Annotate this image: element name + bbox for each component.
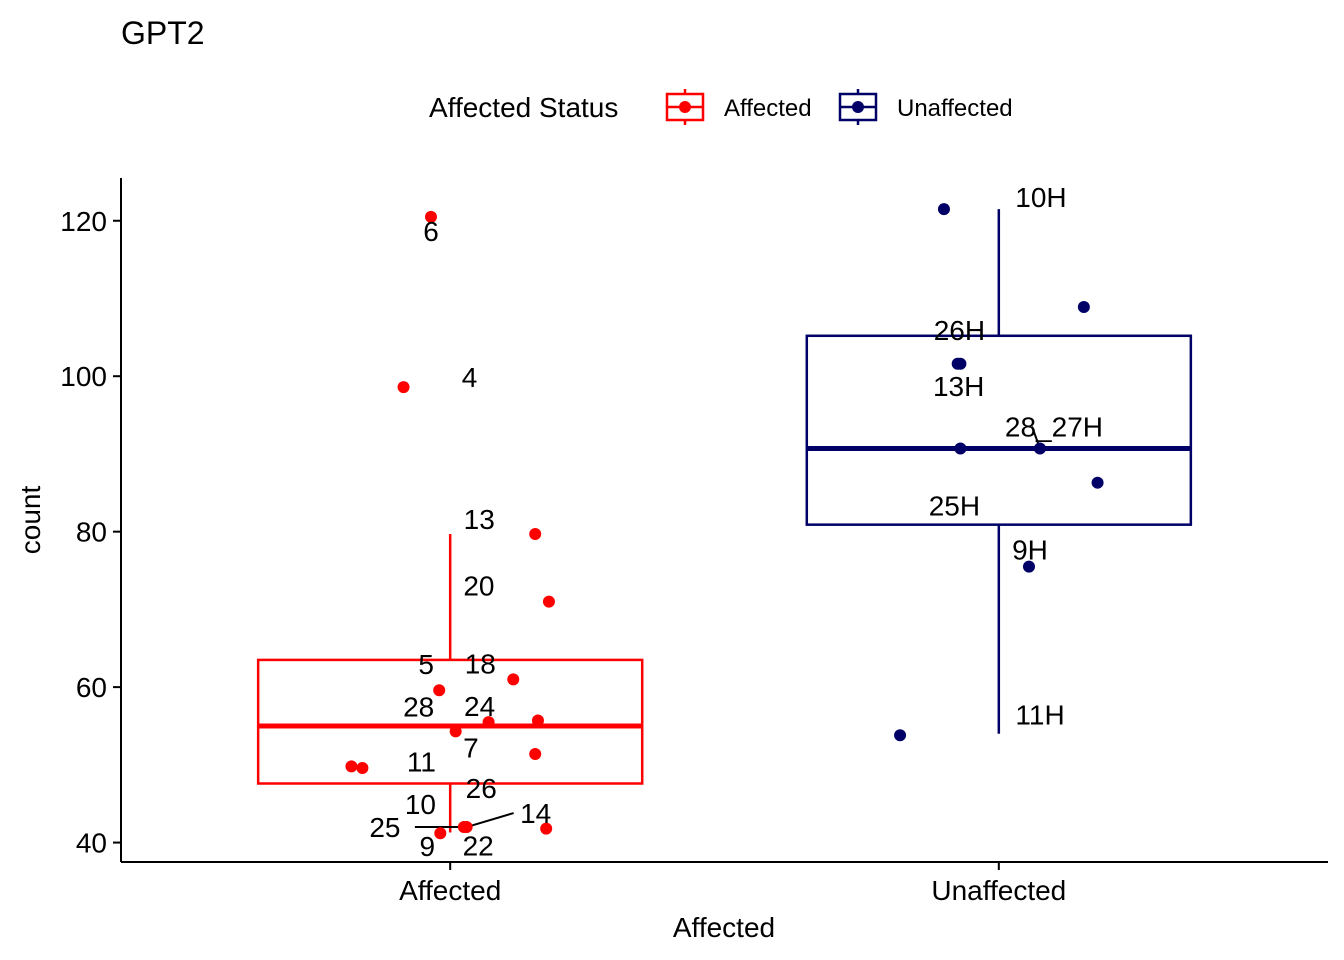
data-label: 26H bbox=[934, 315, 985, 346]
data-point bbox=[397, 381, 410, 394]
data-point bbox=[434, 827, 447, 840]
data-point bbox=[1091, 476, 1104, 489]
y-tick-label: 100 bbox=[60, 361, 107, 392]
data-point bbox=[954, 442, 967, 455]
y-axis-title: count bbox=[15, 486, 46, 555]
data-point bbox=[1022, 560, 1035, 573]
data-point bbox=[356, 761, 369, 774]
legend-key-point bbox=[679, 101, 691, 113]
data-point bbox=[482, 716, 495, 729]
data-point bbox=[449, 725, 462, 738]
legend-title: Affected Status bbox=[429, 92, 618, 123]
data-point bbox=[433, 684, 446, 697]
data-point bbox=[507, 673, 520, 686]
legend-entry-label: Unaffected bbox=[897, 95, 1013, 122]
data-point bbox=[531, 714, 544, 727]
data-point bbox=[529, 527, 542, 540]
data-label: 5 bbox=[418, 649, 434, 680]
data-point bbox=[460, 821, 473, 834]
legend-key-point bbox=[852, 101, 864, 113]
chart-title: GPT2 bbox=[121, 15, 205, 51]
data-label: 18 bbox=[465, 648, 496, 679]
data-point bbox=[345, 760, 358, 773]
data-label: 13H bbox=[933, 371, 984, 402]
data-label: 13 bbox=[464, 504, 495, 535]
y-tick-label: 80 bbox=[76, 517, 107, 548]
box-body bbox=[805, 334, 1193, 526]
data-label: 25H bbox=[929, 490, 980, 521]
box-body bbox=[256, 658, 644, 785]
data-point bbox=[1077, 301, 1090, 314]
data-point bbox=[951, 357, 964, 370]
data-label: 26 bbox=[466, 773, 497, 804]
plot-area: 40 60 80 100 120 Affected Unaffected 6 4 13 20 18… bbox=[60, 178, 1328, 906]
data-label: 6 bbox=[423, 216, 439, 247]
data-label: 28_27H bbox=[1005, 411, 1103, 442]
data-label: 9 bbox=[420, 831, 436, 862]
data-point bbox=[1033, 442, 1046, 455]
data-label: 11 bbox=[407, 746, 436, 777]
data-point bbox=[424, 210, 437, 223]
data-label: 7 bbox=[463, 733, 479, 764]
data-point bbox=[542, 595, 555, 608]
data-point bbox=[529, 747, 542, 760]
data-label: 14 bbox=[520, 798, 551, 829]
data-label: 11H bbox=[1015, 699, 1064, 730]
y-tick-label: 120 bbox=[60, 206, 107, 237]
data-label: 25 bbox=[369, 812, 400, 843]
data-point bbox=[894, 729, 907, 742]
x-tick-label: Affected bbox=[399, 875, 501, 906]
data-label: 24 bbox=[464, 691, 495, 722]
data-label: 22 bbox=[463, 831, 494, 862]
x-axis-title: Affected bbox=[673, 912, 775, 943]
legend-entry-label: Affected bbox=[724, 95, 812, 122]
y-tick-label: 60 bbox=[76, 672, 107, 703]
data-label: 9H bbox=[1012, 535, 1048, 566]
data-point bbox=[540, 822, 553, 835]
data-point bbox=[937, 203, 950, 216]
data-label: 10 bbox=[405, 789, 436, 820]
legend: Affected Status Affected Unaffected bbox=[429, 89, 1013, 125]
data-label: 10H bbox=[1015, 182, 1066, 213]
y-tick-label: 40 bbox=[76, 828, 107, 859]
data-label: 4 bbox=[462, 362, 478, 393]
label-leader-line bbox=[466, 812, 514, 828]
data-label: 28 bbox=[403, 691, 434, 722]
data-label: 20 bbox=[463, 571, 494, 602]
x-tick-label: Unaffected bbox=[931, 875, 1066, 906]
